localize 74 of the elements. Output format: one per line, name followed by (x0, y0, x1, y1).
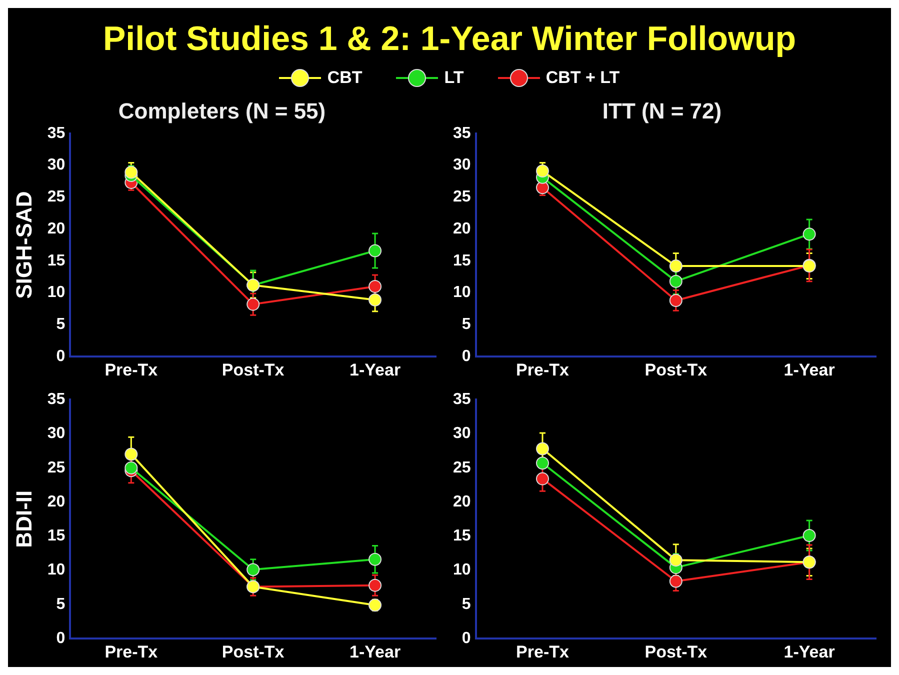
point (124, 461, 138, 474)
legend-label: CBT (327, 68, 362, 88)
y-tick-label: 25 (47, 459, 66, 476)
y-tick-label: 30 (47, 156, 66, 174)
point (669, 274, 682, 288)
x-tick-label: Post-Tx (222, 360, 285, 380)
y-tick-label: 15 (453, 252, 471, 270)
point (536, 442, 549, 456)
point (246, 298, 260, 311)
y-tick-label: 15 (47, 252, 66, 270)
y-tick-label: 20 (453, 220, 471, 238)
x-tick-label: 1-Year (350, 360, 401, 380)
chart-title: Pilot Studies 1 & 2: 1-Year Winter Followup (102, 19, 797, 59)
y-tick-label: 15 (47, 528, 66, 545)
legend-label: CBT + LT (546, 68, 620, 88)
x-tick-label: 1-Year (350, 642, 401, 662)
y-tick-label: 5 (462, 596, 471, 613)
y-tick-label: 10 (453, 284, 471, 302)
y-axis-title: BDI-II (11, 490, 36, 548)
y-axis-title: SIGH-SAD (11, 191, 36, 299)
point (368, 552, 382, 566)
y-tick-label: 35 (47, 124, 66, 142)
y-tick-label: 35 (47, 391, 66, 408)
y-tick-label: 15 (453, 528, 471, 545)
x-tick-label: Post-Tx (644, 360, 708, 380)
y-tick-label: 35 (453, 124, 471, 142)
y-tick-label: 10 (453, 562, 471, 579)
y-tick-label: 0 (56, 348, 66, 366)
point (802, 528, 816, 542)
x-tick-label: Post-Tx (644, 642, 708, 662)
point (669, 260, 682, 273)
point (368, 578, 382, 592)
y-tick-label: 0 (462, 630, 471, 648)
point (368, 280, 382, 293)
point (368, 293, 382, 306)
point (669, 574, 682, 588)
x-tick-label: 1-Year (784, 642, 836, 662)
x-tick-label: 1-Year (784, 360, 836, 380)
y-tick-label: 20 (453, 493, 471, 510)
point (368, 598, 382, 612)
point (368, 244, 382, 258)
y-tick-label: 0 (462, 348, 471, 366)
y-tick-label: 5 (56, 596, 66, 613)
x-tick-label: Pre-Tx (104, 642, 158, 662)
x-tick-label: Post-Tx (222, 642, 285, 662)
y-tick-label: 10 (47, 562, 66, 579)
y-tick-label: 5 (462, 316, 471, 334)
legend-label: LT (444, 68, 464, 88)
point (124, 448, 138, 461)
point (536, 472, 549, 486)
point (124, 166, 138, 179)
y-tick-label: 30 (453, 425, 471, 442)
x-tick-label: Pre-Tx (516, 642, 570, 662)
point (669, 294, 682, 307)
point (536, 456, 549, 470)
y-tick-label: 25 (453, 459, 471, 476)
y-tick-label: 35 (453, 391, 471, 408)
point (802, 228, 816, 241)
chart-subtitle: ITT (N = 72) (602, 98, 722, 124)
y-tick-label: 20 (47, 493, 66, 510)
chart-subtitle: Completers (N = 55) (118, 98, 326, 124)
y-tick-label: 30 (453, 156, 471, 174)
x-tick-label: Pre-Tx (104, 360, 158, 380)
y-tick-label: 5 (56, 316, 66, 334)
y-tick-label: 30 (47, 425, 66, 442)
y-tick-label: 10 (47, 284, 66, 302)
y-tick-label: 20 (47, 220, 66, 238)
point (246, 563, 260, 576)
y-tick-label: 25 (453, 188, 471, 206)
point (536, 164, 549, 178)
y-tick-label: 0 (56, 630, 66, 648)
y-tick-label: 25 (47, 188, 66, 206)
x-tick-label: Pre-Tx (516, 360, 570, 380)
point (669, 554, 682, 567)
